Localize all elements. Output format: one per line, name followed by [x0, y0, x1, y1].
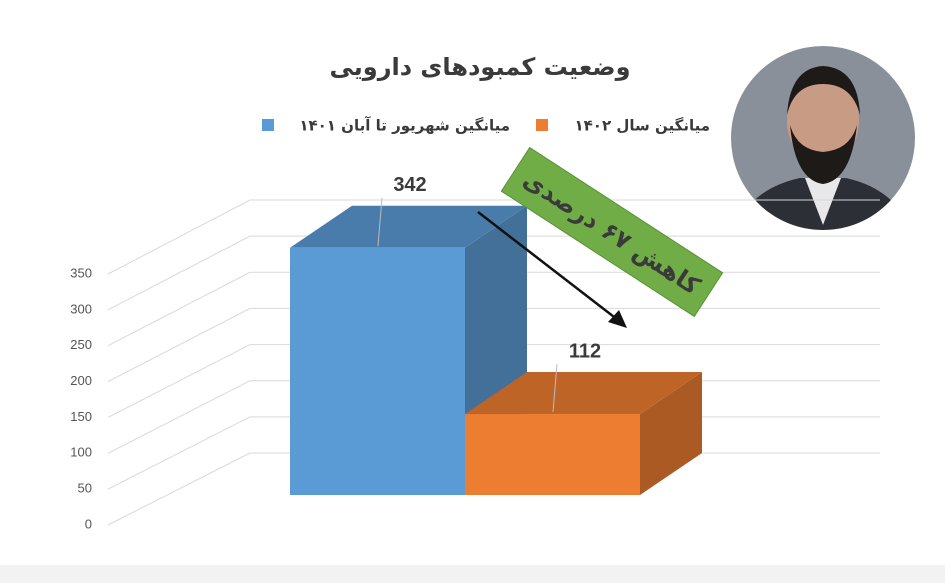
grid-line [107, 235, 880, 311]
bar-side [640, 372, 702, 495]
bar [465, 414, 640, 495]
leader-line [377, 197, 383, 246]
grid-line [107, 199, 880, 275]
y-tick-label: 150 [70, 409, 92, 424]
bottom-strip [0, 565, 945, 583]
annotation-text: کاهش ۶۷ درصدی [518, 165, 705, 300]
y-tick-label: 50 [78, 481, 92, 496]
bar-top [465, 372, 702, 415]
leader-line [552, 363, 558, 413]
legend-swatch [262, 119, 274, 131]
portrait-beard [790, 125, 857, 184]
data-label: 342 [393, 174, 426, 196]
portrait-hair [787, 66, 860, 115]
portrait [731, 46, 915, 230]
y-tick-label: 0 [85, 516, 92, 531]
y-tick-label: 200 [70, 373, 92, 388]
legend-label: میانگین شهریور تا آبان ۱۴۰۱ [299, 117, 510, 135]
bar-top [290, 205, 527, 248]
annotation-box [500, 146, 724, 318]
bar [290, 247, 465, 495]
data-label: 112 [569, 340, 601, 362]
legend-label: میانگین سال ۱۴۰۲ [575, 117, 711, 135]
arrow-head [608, 310, 627, 328]
arrow [477, 211, 619, 321]
y-tick-label: 250 [70, 337, 92, 352]
legend-swatch [536, 119, 548, 131]
y-tick-label: 350 [70, 265, 92, 280]
portrait-face [787, 74, 859, 166]
grid-line [107, 344, 880, 418]
annotation: کاهش ۶۷ درصدی [500, 146, 724, 318]
portrait-shirt [805, 178, 841, 225]
y-tick-label: 300 [70, 301, 92, 316]
grid-line [107, 307, 880, 383]
chart-title: وضعیت کمبودهای دارویی [330, 53, 631, 81]
y-tick-label: 100 [70, 445, 92, 460]
